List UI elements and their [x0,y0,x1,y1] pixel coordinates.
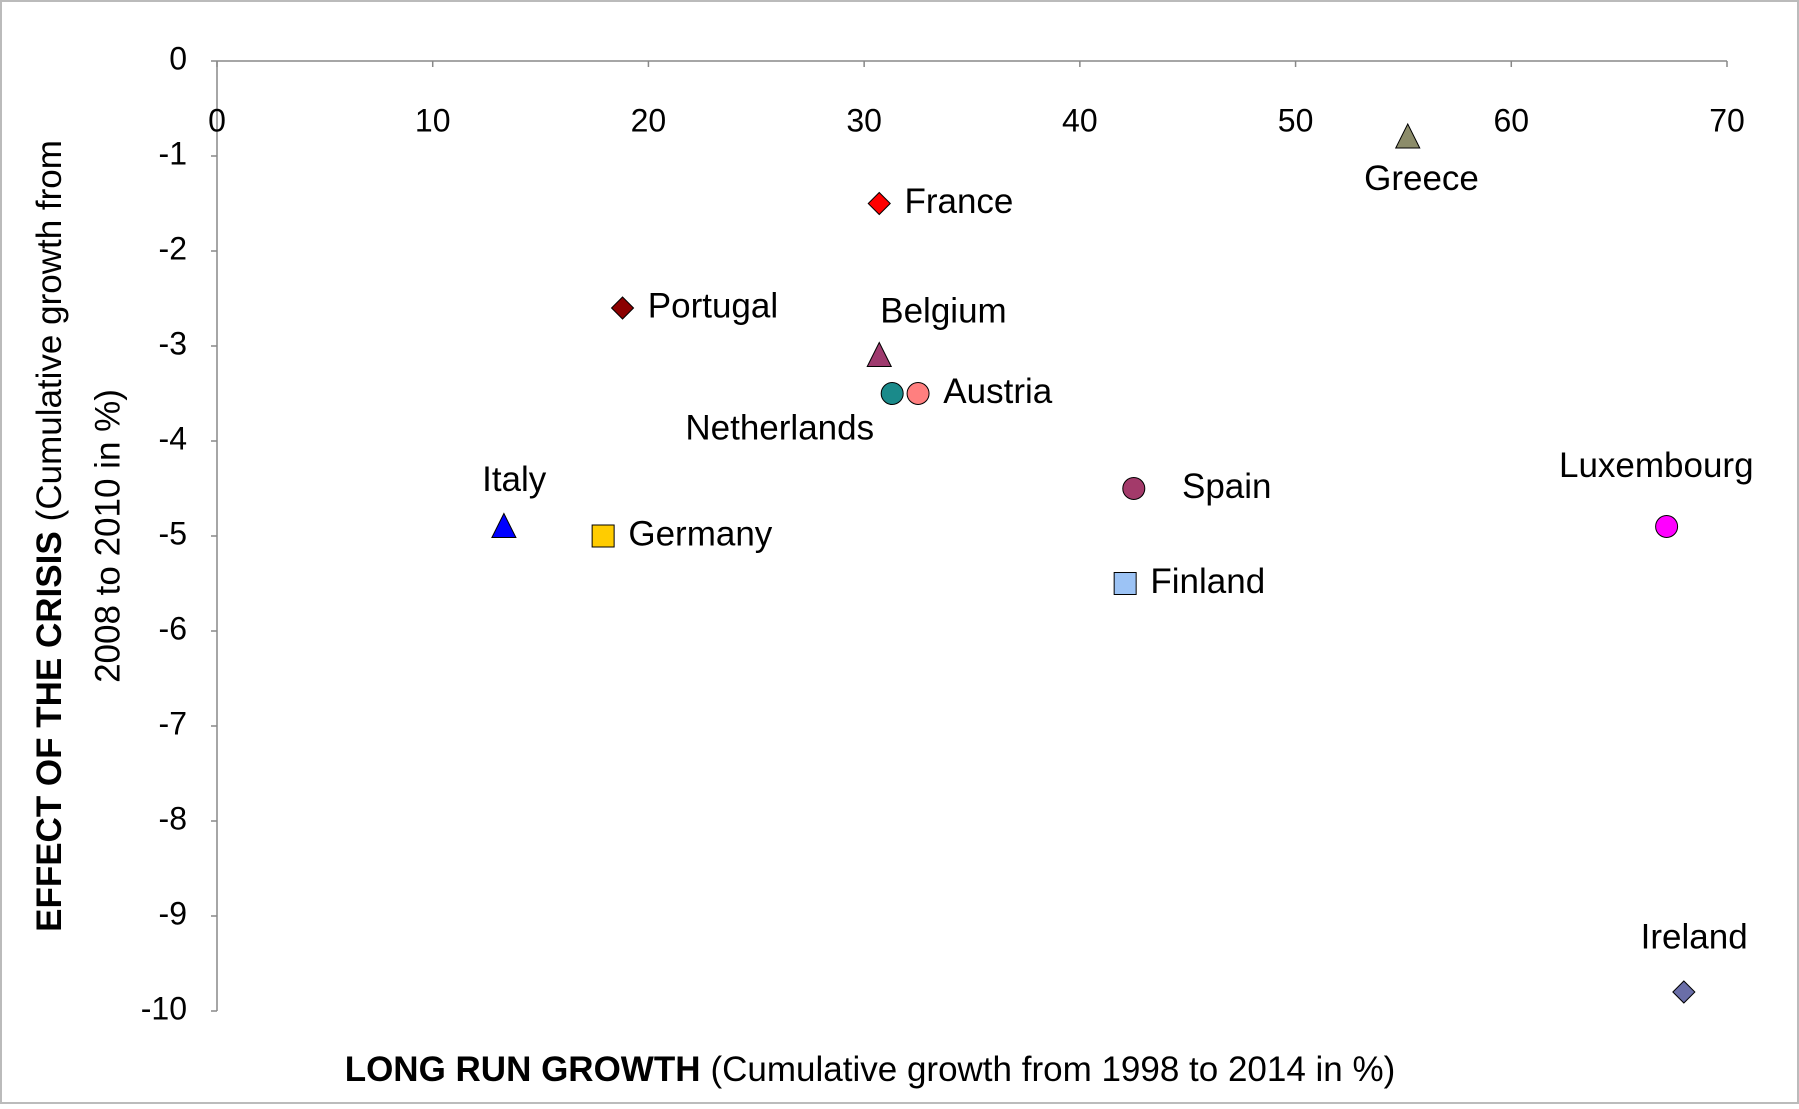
point-label: Greece [1364,159,1479,198]
point [1113,572,1137,595]
point [906,382,930,405]
point-label: Belgium [880,291,1006,330]
point-label: Finland [1150,562,1265,601]
point [867,191,891,216]
point-label: France [904,182,1013,221]
x-axis-title-text: (Cumulative growth from 1998 to 2014 in … [711,1050,1396,1089]
x-tick-label: 10 [415,102,451,138]
x-axis-title-bold: LONG RUN GROWTH [345,1050,701,1089]
point [880,382,904,405]
plot-area: 0 10 20 30 40 50 60 70-10-9-8-7-6-5-4-3-2-10Fra… [141,40,1754,1026]
y-tick-label: -6 [159,610,187,646]
y-tick-label: -9 [159,895,187,931]
x-axis-title: LONG RUN GROWTH (Cumulative growth from 1… [345,1050,1396,1089]
y-tick-label: -3 [159,325,187,361]
x-tick-label: 30 [846,102,882,138]
point [610,296,635,320]
x-tick-label: 50 [1278,102,1314,138]
y-tick-label: -4 [159,420,187,456]
x-tick-label: 0 [208,102,226,138]
y-axis-title: EFFECT OF THE CRISIS (Cumulative growth f… [30,140,69,932]
x-tick-label: 70 [1709,102,1745,138]
point-label: Luxembourg [1559,446,1754,485]
point [866,341,893,367]
y-axis-title-line2: 2008 to 2010 in %) [88,389,127,683]
point-label: Netherlands [685,408,874,447]
y-tick-label: -1 [159,135,187,171]
y-axis-title-text: (Cumulative growth from [30,140,69,521]
x-tick-label: 40 [1062,102,1098,138]
point [1672,980,1696,1004]
point-label: Spain [1182,467,1272,506]
y-tick-label: -7 [159,705,187,741]
point-label: Germany [628,514,772,553]
point-label: Italy [482,460,547,499]
point-label: Portugal [648,286,778,325]
x-tick-label: 20 [631,102,667,138]
y-tick-label: -2 [159,230,187,266]
point [1122,477,1146,500]
y-axis-title-bold: EFFECT OF THE CRISIS [30,531,69,932]
y-tick-label: -8 [159,800,187,836]
y-tick-label: 0 [169,40,187,76]
x-tick-label: 60 [1493,102,1529,138]
point-label: Ireland [1641,917,1748,956]
point [491,512,517,538]
point [1655,515,1679,538]
point-label: Austria [943,372,1052,411]
y-tick-label: -10 [141,990,187,1026]
y-tick-label: -5 [159,515,187,551]
point [1394,122,1421,149]
point [591,524,615,548]
